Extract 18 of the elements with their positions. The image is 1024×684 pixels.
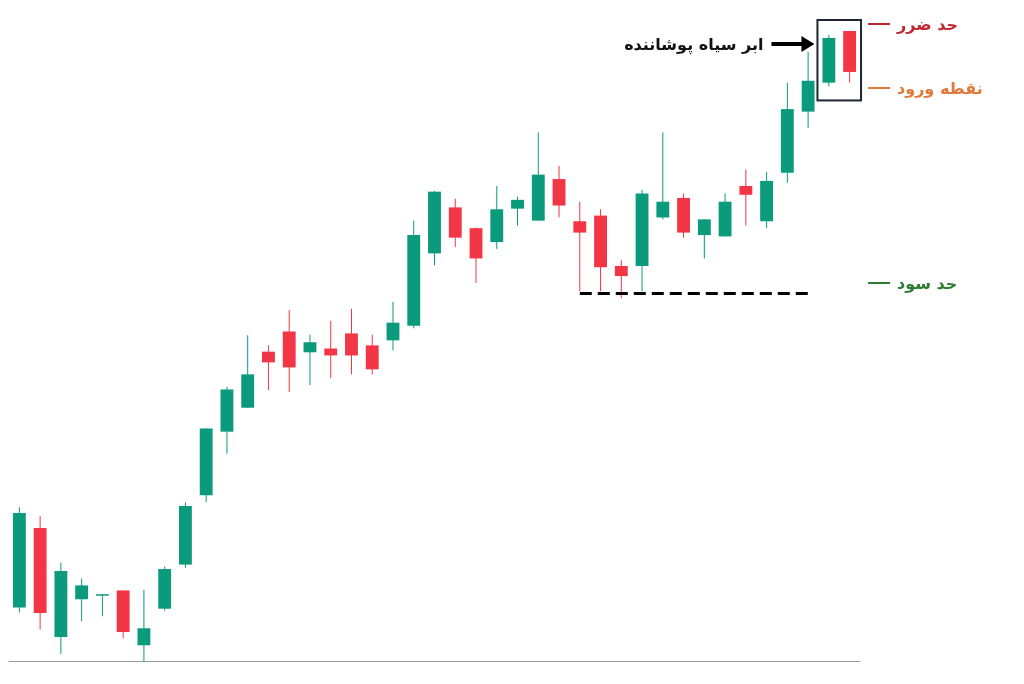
candlestick: [75, 577, 89, 622]
candlestick: [303, 334, 317, 386]
text: حد ضرر: [896, 14, 958, 34]
candlestick: [656, 131, 670, 220]
candlestick: [573, 201, 587, 292]
candlestick: [614, 259, 628, 299]
candlestick: [386, 301, 400, 351]
candlestick: [365, 334, 379, 375]
candlestick: [262, 344, 275, 391]
annotation: ابر سیاه پوشاننده: [624, 34, 764, 55]
candlestick: [345, 308, 358, 375]
candlestick: [739, 169, 753, 227]
candlestick: [137, 589, 151, 662]
candlestick: [95, 593, 109, 617]
text: نقطه ورود: [897, 78, 983, 98]
text: حد سود: [897, 273, 958, 293]
candlestick: [697, 218, 711, 259]
candlestick: [511, 196, 524, 227]
